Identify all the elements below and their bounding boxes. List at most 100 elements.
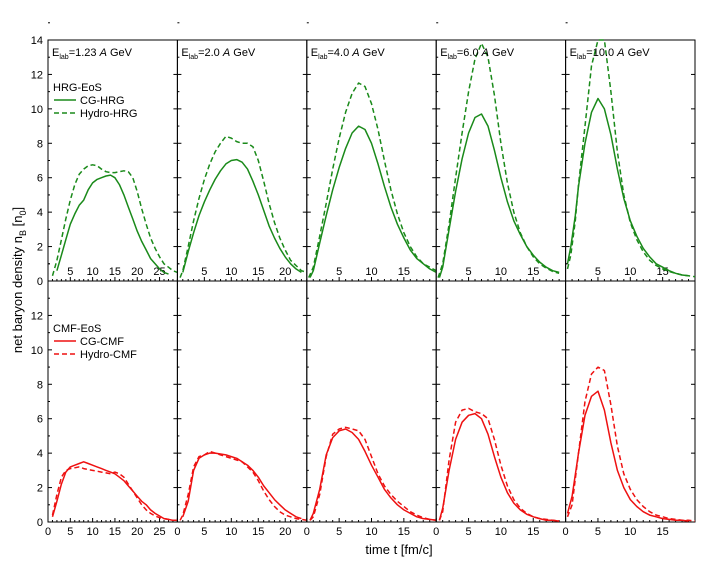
x-tick-label: 5	[595, 526, 601, 538]
x-tick-label: 0	[563, 526, 569, 538]
legend-cmf-solid-label: CG-CMF	[80, 336, 124, 348]
series-line-hydro-hrg	[51, 164, 178, 277]
panel-frame	[47, 280, 178, 523]
y-tick-label: 10	[31, 104, 43, 116]
x-tick-label: 10	[225, 526, 237, 538]
x-tick-label: 0	[304, 526, 310, 538]
x-tick-label: 15	[109, 526, 121, 538]
y-tick-label: 0	[37, 517, 43, 529]
series-line-hydro-cmf	[438, 407, 560, 522]
x-tick-label: 5	[201, 526, 207, 538]
series-line-hydro-cmf	[309, 426, 437, 522]
x-tick-label: 5	[67, 266, 73, 278]
x-tick-label: 10	[86, 266, 98, 278]
legend-cmf-title: CMF-EoS	[53, 323, 101, 335]
x-tick-label: 15	[398, 266, 410, 278]
series-line-hydro-cmf	[51, 466, 178, 522]
panel-frame	[435, 280, 567, 523]
x-tick-label: 5	[336, 526, 342, 538]
y-tick-label: 8	[37, 379, 43, 391]
series-line-cg-cmf	[51, 461, 174, 522]
series-line-cg-cmf	[182, 452, 302, 520]
y-tick-label: 4	[37, 207, 43, 219]
series-line-cg-hrg	[566, 97, 689, 277]
series-line-cg-hrg	[438, 113, 560, 278]
x-tick-label: 5	[201, 266, 207, 278]
series-line-cg-cmf	[566, 390, 689, 522]
x-tick-label: 10	[365, 266, 377, 278]
series-line-hydro-hrg	[179, 135, 308, 278]
series-line-hydro-hrg	[566, 39, 696, 278]
panel-frame	[47, 39, 178, 282]
x-tick-label: 15	[109, 266, 121, 278]
series-line-hydro-cmf	[566, 366, 696, 522]
x-tick-label: 25	[153, 526, 165, 538]
x-tick-label: 20	[131, 526, 143, 538]
legend-cmf: CMF-EoS CG-CMF Hydro-CMF	[53, 323, 137, 361]
series-line-cg-hrg	[309, 125, 437, 278]
y-tick-label: 12	[31, 310, 43, 322]
panel-energy-label: Elab=6.0 A GeV	[440, 47, 515, 61]
y-tick-label: 2	[37, 242, 43, 254]
x-tick-label: 15	[252, 266, 264, 278]
x-tick-label: 15	[527, 266, 539, 278]
x-tick-label: 5	[336, 266, 342, 278]
x-tick-label: 20	[131, 266, 143, 278]
y-tick-label: 6	[37, 414, 43, 426]
panel-frame	[306, 280, 437, 523]
y-tick-label: 0	[37, 276, 43, 288]
x-tick-label: 10	[495, 266, 507, 278]
panel-frame	[306, 39, 437, 282]
y-tick-label: 12	[31, 69, 43, 81]
x-tick-label: 20	[279, 266, 291, 278]
legend-hrg-title: HRG-EoS	[53, 82, 102, 94]
y-tick-label: 6	[37, 173, 43, 185]
x-tick-label: 10	[86, 526, 98, 538]
x-tick-label: 5	[465, 526, 471, 538]
series-line-hydro-hrg	[437, 42, 560, 278]
legend-hrg-solid-label: CG-HRG	[80, 95, 125, 107]
series-line-hydro-hrg	[308, 82, 437, 278]
legend-hrg: HRG-EoS CG-HRG Hydro-HRG	[53, 82, 137, 120]
x-tick-label: 10	[225, 266, 237, 278]
x-tick-label: 0	[174, 526, 180, 538]
x-tick-label: 25	[153, 266, 165, 278]
x-tick-label: 0	[45, 526, 51, 538]
y-tick-label: 2	[37, 483, 43, 495]
x-tick-label: 15	[657, 526, 669, 538]
x-tick-label: 5	[67, 526, 73, 538]
x-tick-label: 10	[495, 526, 507, 538]
x-tick-label: 10	[624, 266, 636, 278]
legend-cmf-dashed-label: Hydro-CMF	[80, 349, 137, 361]
panel-frame	[176, 39, 308, 282]
x-axis-label: time t [fm/c]	[365, 542, 432, 557]
panel-energy-label: Elab=4.0 A GeV	[311, 47, 386, 61]
panel-energy-label: Elab=2.0 A GeV	[181, 47, 256, 61]
series-line-cg-cmf	[309, 428, 437, 522]
x-tick-label: 15	[252, 526, 264, 538]
x-tick-label: 0	[433, 526, 439, 538]
legend-hrg-dashed-label: Hydro-HRG	[80, 108, 137, 120]
x-tick-label: 5	[595, 266, 601, 278]
y-tick-label: 10	[31, 345, 43, 357]
x-tick-label: 5	[465, 266, 471, 278]
series-line-cg-hrg	[56, 174, 169, 275]
series-line-cg-cmf	[438, 412, 560, 522]
x-tick-label: 10	[365, 526, 377, 538]
x-tick-label: 20	[279, 526, 291, 538]
y-tick-label: 4	[37, 448, 43, 460]
y-tick-label: 8	[37, 138, 43, 150]
panel-frame	[176, 280, 308, 523]
x-tick-label: 15	[398, 526, 410, 538]
y-tick-label: 14	[31, 35, 43, 47]
series-line-cg-hrg	[182, 158, 302, 274]
panel-frame	[565, 39, 696, 282]
x-tick-label: 10	[624, 526, 636, 538]
panel-energy-label: Elab=10.0 A GeV	[570, 47, 651, 61]
x-tick-label: 15	[527, 526, 539, 538]
panel-frame	[435, 39, 567, 282]
panel-energy-label: Elab=1.23 A GeV	[52, 47, 133, 61]
series-line-hydro-cmf	[179, 450, 307, 522]
